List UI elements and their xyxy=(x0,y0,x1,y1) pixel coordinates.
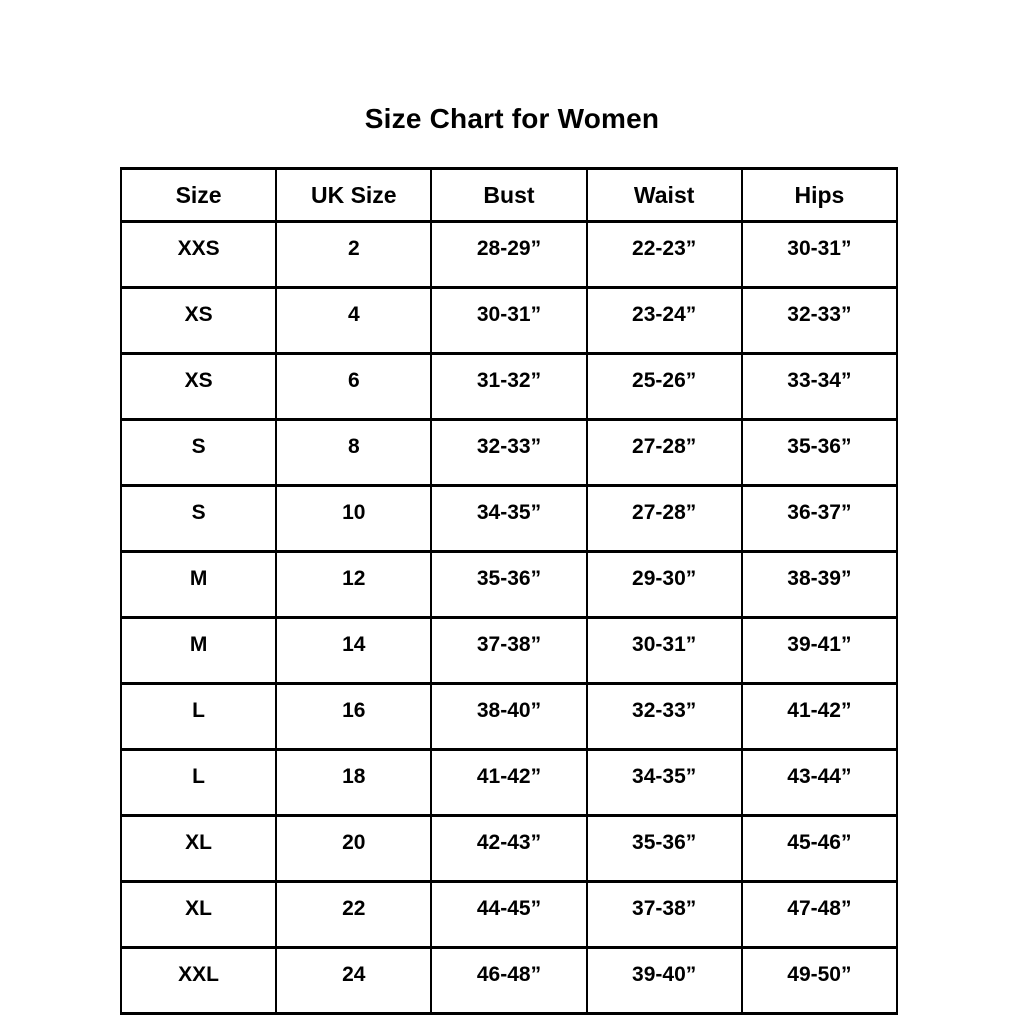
header-row: Size UK Size Bust Waist Hips xyxy=(119,167,899,223)
table-cell: 39-41” xyxy=(740,616,899,685)
table-row: XL 20 42-43” 35-36” 45-46” xyxy=(119,814,899,883)
table-cell: 35-36” xyxy=(740,418,899,487)
table-cell: 27-28” xyxy=(585,418,743,487)
table-row: XXL 24 46-48” 39-40” 49-50” xyxy=(119,946,899,1015)
table-row: XS 4 30-31” 23-24” 32-33” xyxy=(119,286,899,355)
table-row: XXS 2 28-29” 22-23” 30-31” xyxy=(119,220,899,289)
column-header: Hips xyxy=(740,167,899,223)
table-cell: 2 xyxy=(275,220,433,289)
column-header: Waist xyxy=(585,167,743,223)
size-chart-table: Size UK Size Bust Waist Hips XXS 2 28-29” 22-23… xyxy=(119,167,899,1015)
table-cell: 25-26” xyxy=(585,352,743,421)
table-cell: S xyxy=(119,418,278,487)
table-cell: 49-50” xyxy=(740,946,899,1015)
table-cell: 34-35” xyxy=(585,748,743,817)
table-row: S 10 34-35” 27-28” 36-37” xyxy=(119,484,899,553)
table-cell: 42-43” xyxy=(430,814,588,883)
table-cell: 6 xyxy=(275,352,433,421)
table-cell: 34-35” xyxy=(430,484,588,553)
table-cell: 30-31” xyxy=(430,286,588,355)
table-row: L 16 38-40” 32-33” 41-42” xyxy=(119,682,899,751)
table-cell: XXS xyxy=(119,220,278,289)
table-cell: 29-30” xyxy=(585,550,743,619)
table-row: S 8 32-33” 27-28” 35-36” xyxy=(119,418,899,487)
table-cell: 41-42” xyxy=(430,748,588,817)
table-cell: 37-38” xyxy=(430,616,588,685)
table-cell: 38-39” xyxy=(740,550,899,619)
table-cell: 32-33” xyxy=(430,418,588,487)
table-cell: 14 xyxy=(275,616,433,685)
table-cell: 22-23” xyxy=(585,220,743,289)
table-row: M 12 35-36” 29-30” 38-39” xyxy=(119,550,899,619)
table-cell: 22 xyxy=(275,880,433,949)
table-cell: XS xyxy=(119,286,278,355)
table-cell: XXL xyxy=(119,946,278,1015)
table-cell: 45-46” xyxy=(740,814,899,883)
table-cell: XS xyxy=(119,352,278,421)
table-row: L 18 41-42” 34-35” 43-44” xyxy=(119,748,899,817)
column-header: Size xyxy=(119,167,278,223)
table-cell: XL xyxy=(119,814,278,883)
table-cell: 33-34” xyxy=(740,352,899,421)
table-cell: 39-40” xyxy=(585,946,743,1015)
table-cell: 20 xyxy=(275,814,433,883)
table-cell: L xyxy=(119,682,278,751)
table-cell: XL xyxy=(119,880,278,949)
table-cell: 10 xyxy=(275,484,433,553)
column-header: Bust xyxy=(430,167,588,223)
table-cell: 46-48” xyxy=(430,946,588,1015)
table-cell: 12 xyxy=(275,550,433,619)
table-cell: 30-31” xyxy=(740,220,899,289)
table-cell: 44-45” xyxy=(430,880,588,949)
table-body: XXS 2 28-29” 22-23” 30-31” XS 4 30-31” 23-24” 32-… xyxy=(119,220,899,1015)
table-cell: 24 xyxy=(275,946,433,1015)
table-cell: 8 xyxy=(275,418,433,487)
table-cell: 41-42” xyxy=(740,682,899,751)
table-cell: 31-32” xyxy=(430,352,588,421)
table-cell: 38-40” xyxy=(430,682,588,751)
table-cell: 28-29” xyxy=(430,220,588,289)
table-cell: S xyxy=(119,484,278,553)
table-cell: 35-36” xyxy=(585,814,743,883)
table-cell: 36-37” xyxy=(740,484,899,553)
table-cell: 16 xyxy=(275,682,433,751)
table-cell: 32-33” xyxy=(740,286,899,355)
table-cell: 23-24” xyxy=(585,286,743,355)
page-title: Size Chart for Women xyxy=(364,103,660,134)
table-cell: 27-28” xyxy=(585,484,743,553)
table-cell: 35-36” xyxy=(430,550,588,619)
column-header: UK Size xyxy=(275,167,433,223)
table-cell: 37-38” xyxy=(585,880,743,949)
table-header: Size UK Size Bust Waist Hips xyxy=(119,167,899,223)
table-cell: 47-48” xyxy=(740,880,899,949)
table-cell: 18 xyxy=(275,748,433,817)
table-cell: 30-31” xyxy=(585,616,743,685)
table-row: XS 6 31-32” 25-26” 33-34” xyxy=(119,352,899,421)
table-row: M 14 37-38” 30-31” 39-41” xyxy=(119,616,899,685)
table-row: XL 22 44-45” 37-38” 47-48” xyxy=(119,880,899,949)
table-cell: L xyxy=(119,748,278,817)
table-cell: M xyxy=(119,550,278,619)
table-cell: 43-44” xyxy=(740,748,899,817)
table-cell: 4 xyxy=(275,286,433,355)
table-cell: M xyxy=(119,616,278,685)
table-cell: 32-33” xyxy=(585,682,743,751)
